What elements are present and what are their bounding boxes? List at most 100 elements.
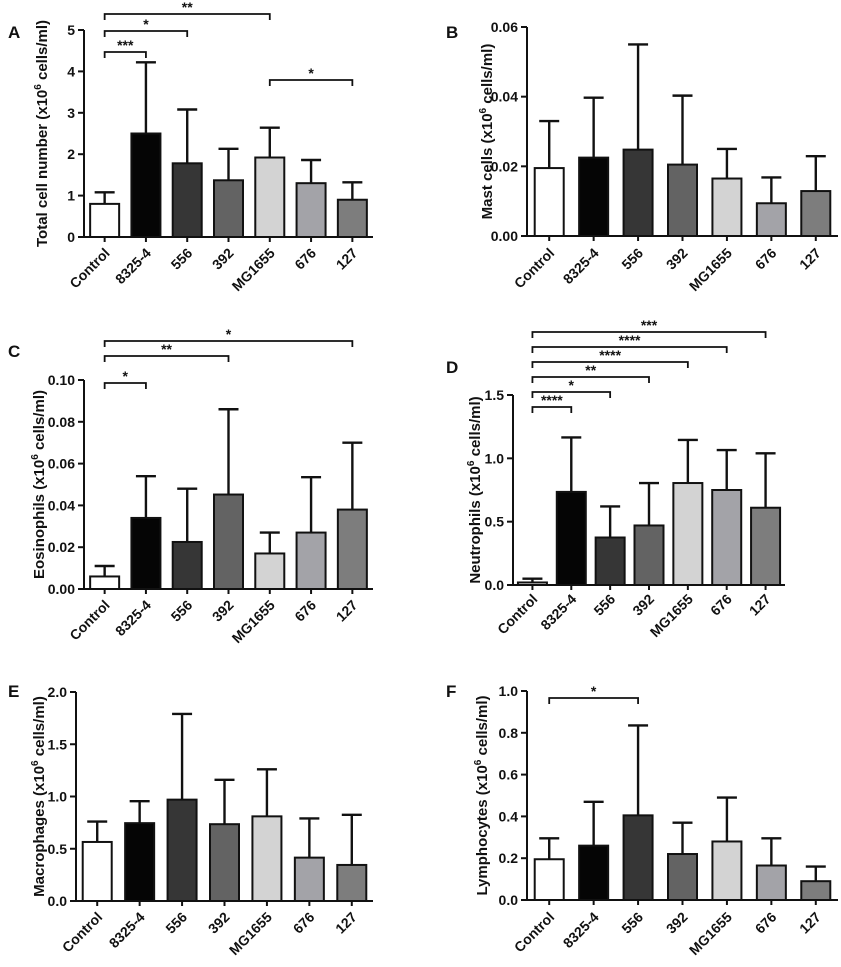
x-tick-label: Control bbox=[511, 909, 558, 956]
x-tick-label: Control bbox=[59, 909, 106, 956]
y-tick-label: 0.08 bbox=[48, 414, 75, 430]
y-tick-label: 0.10 bbox=[48, 372, 75, 388]
significance-bracket bbox=[531, 376, 650, 383]
significance-label: **** bbox=[599, 347, 621, 363]
bar-8325-4 bbox=[555, 490, 587, 586]
y-tick-label: 0.04 bbox=[48, 497, 75, 513]
y-tick-label: 4 bbox=[67, 63, 75, 79]
y-axis-label-suffix: cells/ml) bbox=[31, 390, 48, 454]
y-axis-label-suffix: cells/ml) bbox=[31, 696, 48, 760]
x-tick-label: 127 bbox=[796, 245, 824, 273]
bar-8325-4 bbox=[130, 516, 162, 590]
y-axis-label-suffix: cells/ml) bbox=[479, 44, 496, 108]
x-tick-label: 556 bbox=[168, 597, 196, 625]
bar-127 bbox=[336, 863, 368, 903]
x-tick-label: 392 bbox=[663, 909, 691, 937]
y-axis-label-superscript: 6 bbox=[466, 460, 477, 466]
x-tick-label: 676 bbox=[290, 909, 318, 937]
significance-bracket bbox=[268, 79, 354, 86]
x-tick-label: MG1655 bbox=[229, 597, 278, 646]
significance-label: * bbox=[226, 326, 232, 342]
x-tick-label: 392 bbox=[663, 245, 691, 273]
y-tick-label: 2.0 bbox=[48, 684, 68, 700]
y-tick-label: 1.0 bbox=[485, 450, 505, 466]
bar-control bbox=[89, 202, 121, 239]
y-tick-label: 1.0 bbox=[48, 789, 68, 805]
y-tick-label: 3 bbox=[67, 105, 75, 121]
bar-8325-4 bbox=[124, 822, 156, 903]
significance-bracket bbox=[531, 406, 573, 413]
x-tick-label: 392 bbox=[209, 597, 237, 625]
x-tick-label: MG1655 bbox=[226, 909, 275, 958]
y-tick-label: 0 bbox=[67, 229, 75, 245]
y-axis-label-prefix: Total cell number (x10 bbox=[34, 90, 51, 247]
y-tick-label: 1.5 bbox=[485, 387, 505, 403]
bar-676 bbox=[295, 531, 327, 591]
y-tick-label: 0.5 bbox=[48, 841, 68, 857]
bar-392 bbox=[213, 179, 244, 238]
significance-label: * bbox=[123, 368, 129, 384]
x-tick-label: Control bbox=[494, 591, 541, 638]
bar-556 bbox=[622, 148, 654, 237]
bar-556 bbox=[166, 798, 198, 903]
x-tick-label: 556 bbox=[618, 245, 646, 273]
panel-letter: D bbox=[446, 358, 458, 377]
x-tick-label: 127 bbox=[332, 909, 360, 937]
x-tick-label: 8325-4 bbox=[560, 245, 602, 287]
x-tick-label: 8325-4 bbox=[537, 591, 579, 633]
x-tick-label: 392 bbox=[205, 909, 233, 937]
x-tick-label: 8325-4 bbox=[106, 909, 148, 951]
y-axis-label-superscript: 6 bbox=[473, 759, 484, 765]
y-tick-label: 0.0 bbox=[485, 577, 505, 593]
bar-392 bbox=[213, 493, 244, 591]
y-tick-label: 0.4 bbox=[499, 808, 519, 824]
y-axis-label: Neutrophils (x106 cells/ml) bbox=[466, 396, 484, 583]
significance-label: ** bbox=[161, 341, 172, 357]
y-axis-label: Mast cells (x106 cells/ml) bbox=[478, 44, 496, 220]
y-axis-label-superscript: 6 bbox=[33, 84, 44, 90]
panel-letter: A bbox=[8, 23, 20, 42]
x-tick-label: 556 bbox=[590, 591, 618, 619]
x-tick-label: 676 bbox=[752, 909, 780, 937]
significance-bracket bbox=[548, 697, 639, 704]
bar-mg1655 bbox=[254, 156, 286, 238]
bar-control bbox=[89, 575, 121, 591]
significance-label: * bbox=[143, 16, 149, 32]
bar-mg1655 bbox=[251, 815, 283, 902]
y-axis-label: Macrophages (x106 cells/ml) bbox=[30, 696, 48, 897]
y-tick-label: 0.06 bbox=[48, 456, 75, 472]
x-tick-label: 8325-4 bbox=[112, 245, 154, 287]
significance-bracket bbox=[103, 51, 147, 58]
bar-control bbox=[81, 840, 113, 903]
significance-bracket bbox=[103, 13, 271, 20]
panel-a: A Total cell number (x106 cells/ml) 0 1 2 3 4 5… bbox=[8, 0, 373, 294]
x-tick-label: 127 bbox=[333, 245, 361, 273]
y-axis-label-suffix: cells/ml) bbox=[34, 20, 51, 84]
significance-label: *** bbox=[641, 317, 658, 333]
y-tick-label: 5 bbox=[67, 22, 75, 38]
panel-letter: E bbox=[8, 682, 19, 701]
y-axis-label-prefix: Mast cells (x10 bbox=[479, 113, 496, 219]
bar-mg1655 bbox=[672, 482, 704, 586]
significance-bracket bbox=[531, 331, 767, 338]
significance-label: ** bbox=[585, 362, 596, 378]
bar-127 bbox=[800, 190, 832, 238]
panel-b: B Mast cells (x106 cells/ml) 0.00 0.02 0.04 0… bbox=[446, 19, 838, 294]
bar-556 bbox=[171, 540, 203, 590]
y-axis-label-prefix: Lymphocytes (x10 bbox=[474, 765, 491, 895]
y-tick-label: 0.6 bbox=[499, 767, 519, 783]
y-tick-label: 0.00 bbox=[491, 228, 518, 244]
panel-letter: C bbox=[8, 342, 20, 361]
bar-676 bbox=[295, 182, 327, 238]
bar-676 bbox=[755, 202, 787, 237]
y-tick-label: 0.04 bbox=[491, 89, 518, 105]
y-axis-label-suffix: cells/ml) bbox=[467, 396, 484, 460]
bar-8325-4 bbox=[578, 156, 610, 237]
y-axis-label-prefix: Neutrophils (x10 bbox=[467, 466, 484, 584]
y-tick-label: 0.2 bbox=[499, 850, 519, 866]
x-tick-label: 676 bbox=[291, 245, 319, 273]
panel-letter: F bbox=[446, 682, 456, 701]
